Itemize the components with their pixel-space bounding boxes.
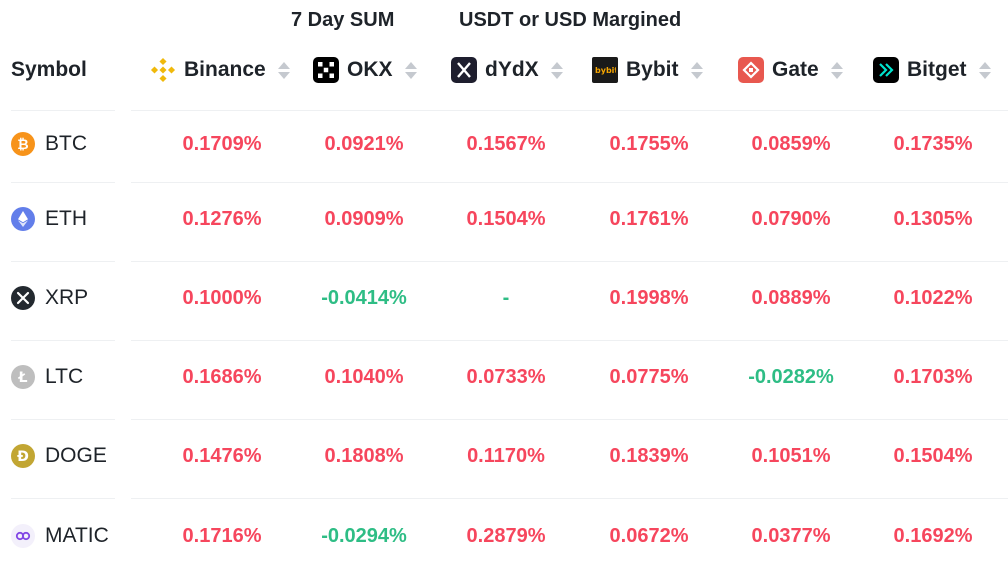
table-row-xrp[interactable]: XRP (11, 283, 88, 313)
svg-text:bybit: bybit (595, 66, 616, 75)
funding-rate-cell: 0.0733% (466, 366, 546, 388)
funding-rate-cell: 0.1839% (609, 445, 689, 467)
funding-rate-cell: -0.0414% (321, 287, 407, 309)
exchange-name: Gate (772, 58, 819, 81)
funding-rate-cell: 0.1761% (609, 208, 689, 230)
row-divider (131, 498, 1008, 499)
column-header-bitget[interactable]: Bitget (873, 52, 991, 88)
funding-rate-cell: 0.1000% (182, 287, 262, 309)
funding-rate-cell: 0.1476% (182, 445, 262, 467)
exchange-name: dYdX (485, 58, 539, 81)
funding-rate-cell: 0.1755% (609, 133, 689, 155)
row-divider (131, 419, 1008, 420)
svg-text:Ł: Ł (18, 370, 28, 386)
funding-rate-cell: 0.0377% (751, 525, 831, 547)
funding-rate-cell: - (502, 287, 510, 309)
funding-rate-cell: -0.0282% (748, 366, 834, 388)
table-row-eth[interactable]: ETH (11, 204, 87, 234)
svg-text:₿: ₿ (17, 137, 28, 153)
funding-rate-cell: 0.0859% (751, 133, 831, 155)
funding-rate-cell: 0.1276% (182, 208, 262, 230)
funding-rate-cell: 0.1170% (467, 445, 545, 467)
funding-rate-cell: -0.0294% (321, 525, 407, 547)
funding-rate-cell: 0.0775% (609, 366, 689, 388)
funding-rate-cell: 0.1692% (893, 525, 973, 547)
sort-icon[interactable] (690, 61, 703, 79)
table-row-btc[interactable]: ₿ BTC (11, 129, 87, 159)
table-row-doge[interactable]: Ð DOGE (11, 441, 107, 471)
funding-rate-cell: 0.0889% (751, 287, 831, 309)
funding-rate-cell: 0.1709% (182, 133, 262, 155)
funding-rate-cell: 0.1808% (324, 445, 404, 467)
table-row-ltc[interactable]: Ł LTC (11, 362, 83, 392)
symbol-label: MATIC (45, 524, 109, 547)
symbol-column-header: Symbol (11, 52, 87, 88)
funding-rate-cell: 0.0909% (324, 208, 404, 230)
exchange-name: Bybit (626, 58, 679, 81)
row-divider (131, 110, 1008, 111)
column-header-okx[interactable]: OKX (313, 52, 417, 88)
matic-icon (11, 524, 35, 548)
sort-icon[interactable] (277, 61, 290, 79)
symbol-label: LTC (45, 365, 84, 388)
row-divider (11, 182, 115, 183)
funding-rate-cell: 0.1716% (182, 525, 262, 547)
row-divider (11, 340, 115, 341)
xrp-icon (11, 286, 35, 310)
row-divider (11, 419, 115, 420)
table-row-matic[interactable]: MATIC (11, 521, 109, 551)
eth-icon (11, 207, 35, 231)
row-divider (11, 110, 115, 111)
funding-rate-cell: 0.0921% (324, 133, 404, 155)
row-divider (131, 261, 1008, 262)
symbol-label: XRP (45, 286, 89, 309)
sort-icon[interactable] (830, 61, 843, 79)
margin-type-label: USDT or USD Margined (459, 9, 682, 31)
sort-icon[interactable] (404, 61, 417, 79)
gate-icon (738, 57, 764, 83)
row-divider (131, 340, 1008, 341)
dydx-icon (451, 57, 477, 83)
funding-rate-cell: 0.1686% (182, 366, 262, 388)
exchange-name: Bitget (907, 58, 967, 81)
column-header-bybit[interactable]: bybit Bybit (592, 52, 703, 88)
funding-rate-cell: 0.1567% (466, 133, 546, 155)
doge-icon: Ð (11, 444, 35, 468)
binance-icon (150, 57, 176, 83)
period-label: 7 Day SUM (291, 9, 395, 31)
funding-rate-cell: 0.1735% (893, 133, 973, 155)
funding-rate-cell: 0.0790% (751, 208, 831, 230)
ltc-icon: Ł (11, 365, 35, 389)
funding-rate-cell: 0.0672% (609, 525, 689, 547)
funding-rate-cell: 0.2879% (466, 525, 546, 547)
row-divider (11, 498, 115, 499)
bitget-icon (873, 57, 899, 83)
funding-rate-cell: 0.1504% (466, 208, 546, 230)
btc-icon: ₿ (11, 132, 35, 156)
funding-rate-cell: 0.1051% (751, 445, 831, 467)
okx-icon (313, 57, 339, 83)
exchange-name: OKX (347, 58, 393, 81)
sort-icon[interactable] (978, 61, 991, 79)
svg-text:Ð: Ð (17, 449, 29, 465)
column-header-binance[interactable]: Binance (150, 52, 290, 88)
funding-rate-cell: 0.1040% (324, 366, 404, 388)
funding-rate-cell: 0.1305% (893, 208, 973, 230)
funding-rate-cell: 0.1504% (893, 445, 973, 467)
funding-rate-cell: 0.1022% (893, 287, 973, 309)
funding-rate-cell: 0.1998% (609, 287, 689, 309)
symbol-label: BTC (45, 132, 87, 155)
symbol-header-label: Symbol (11, 58, 87, 81)
funding-rate-cell: 0.1703% (893, 366, 973, 388)
symbol-label: DOGE (45, 444, 107, 467)
bybit-icon: bybit (592, 57, 618, 83)
column-header-dydx[interactable]: dYdX (451, 52, 563, 88)
column-header-gate[interactable]: Gate (738, 52, 843, 88)
symbol-label: ETH (45, 207, 87, 230)
sort-icon[interactable] (550, 61, 563, 79)
exchange-name: Binance (184, 58, 266, 81)
row-divider (11, 261, 115, 262)
row-divider (131, 182, 1008, 183)
